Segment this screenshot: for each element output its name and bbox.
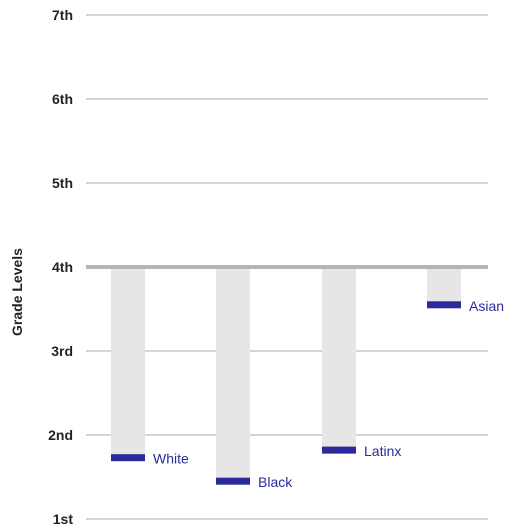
y-axis-title: Grade Levels [9,248,25,336]
category-label: White [153,451,189,467]
value-markers [111,301,461,485]
category-label: Latinx [364,443,401,459]
y-axis-ticks: 1st 2nd 3rd 4th 5th 6th 7th [48,7,73,527]
y-tick-label: 6th [52,91,73,107]
bar [322,267,356,451]
y-tick-label: 4th [52,259,73,275]
value-marker [216,477,250,485]
value-marker [322,446,356,454]
value-marker [427,301,461,309]
category-label: Black [258,474,293,490]
bars [111,267,461,482]
y-tick-label: 3rd [51,343,73,359]
bar [111,267,145,458]
y-tick-label: 5th [52,175,73,191]
y-tick-label: 7th [52,7,73,23]
gridlines [86,14,488,520]
bar [427,267,461,305]
y-tick-label: 1st [53,511,74,527]
bar [216,267,250,482]
y-tick-label: 2nd [48,427,73,443]
value-marker [111,454,145,462]
category-label: Asian [469,298,504,314]
category-labels: White Black Latinx Asian [153,298,504,490]
